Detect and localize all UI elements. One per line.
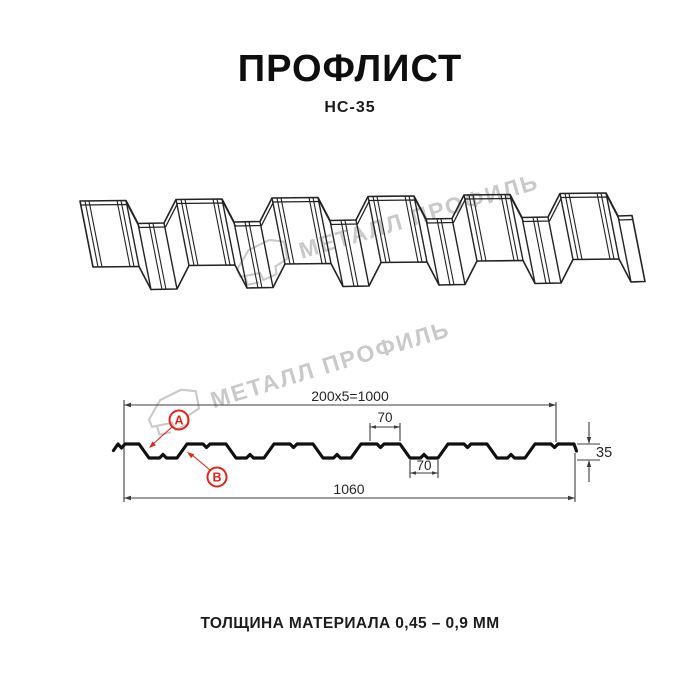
callout-b-circle xyxy=(206,466,228,488)
sheet-3d-crease-line xyxy=(463,194,478,262)
sheet-3d-groove-line xyxy=(312,197,327,264)
sheet-3d-crease-line xyxy=(413,195,428,263)
sheet-3d-groove-line xyxy=(184,199,199,266)
sheet-3d-groove-line xyxy=(404,195,419,263)
dim-rib-top-width: 70 xyxy=(377,410,392,425)
sheet-3d-crease-line xyxy=(559,193,574,260)
sheet-3d-groove-line xyxy=(120,200,135,267)
profile-outline xyxy=(111,442,579,460)
callout-b-arrow xyxy=(190,453,211,471)
sheet-3d-groove-line xyxy=(600,192,615,260)
header: ПРОФЛИСТ НС-35 xyxy=(0,48,700,117)
sheet-3d-groove-line xyxy=(468,194,483,262)
sheet-3d-groove-line xyxy=(280,197,295,265)
sheet-3d-groove-line xyxy=(568,193,583,260)
sheet-3d-groove-line xyxy=(244,221,259,289)
sheet-3d-crease-line xyxy=(233,221,248,289)
sheet-3d-groove-line xyxy=(372,196,387,263)
sheet-3d-crease-line xyxy=(509,194,524,261)
dim-rib-bottom-width: 70 xyxy=(416,458,431,473)
sheet-3d-groove-line xyxy=(532,217,547,284)
arrowhead-icon xyxy=(124,402,131,408)
sheet-3d-groove-line xyxy=(212,198,227,266)
sheet-3d-crease-line xyxy=(617,215,632,283)
sheet-3d-groove-line xyxy=(376,196,391,263)
arrowhead-icon xyxy=(149,441,156,448)
dim-module-width: 200x5=1000 xyxy=(311,388,389,404)
sheet-3d-crease-line xyxy=(163,222,178,290)
sheet-3d-crease-line xyxy=(521,217,536,284)
sheet-3d-crease-line xyxy=(221,198,236,266)
sheet-3d-groove-line xyxy=(340,220,355,287)
sheet-3d-crease-line xyxy=(271,197,286,265)
dim-total-width: 1060 xyxy=(333,481,364,497)
profile-model-label: НС-35 xyxy=(324,98,376,116)
arrowhead-icon xyxy=(568,495,575,501)
sheet-3d-outline xyxy=(79,192,646,291)
callout-a-circle xyxy=(168,409,190,431)
arrowhead-icon xyxy=(586,460,592,467)
sheet-3d-groove-line xyxy=(564,193,579,260)
sheet-3d-groove-line xyxy=(408,195,423,263)
dim-profile-height: 35 xyxy=(596,445,612,461)
sheet-3d-crease-line xyxy=(605,192,620,260)
sheet-3d-crease-line xyxy=(259,221,274,288)
sheet-3d-crease-line xyxy=(329,220,344,287)
callout-a-arrow xyxy=(152,426,173,445)
sheet-3d-groove-line xyxy=(180,199,195,266)
sheet-3d-crease-line xyxy=(425,218,440,286)
cross-section-drawing: 200x5=1000 70 70 35 1060 А xyxy=(111,388,612,502)
sheet-3d-groove-line xyxy=(248,221,263,289)
sheet-3d-crease-line xyxy=(367,196,382,263)
sheet-3d-groove-line xyxy=(216,198,231,266)
sheet-3d-crease-line xyxy=(317,197,332,264)
arrowhead-icon xyxy=(586,437,592,444)
sheet-3d-crease-line xyxy=(125,200,140,267)
arrowhead-icon xyxy=(187,452,195,459)
sheet-3d-groove-line xyxy=(536,217,551,284)
sheet-3d-crease-line xyxy=(175,199,190,266)
arrowhead-icon xyxy=(410,471,416,475)
sheet-3d-crease-line xyxy=(137,223,152,290)
sheet-3d-crease-line xyxy=(451,218,466,285)
arrowhead-icon xyxy=(394,425,400,429)
sheet-3d-groove-line xyxy=(116,200,131,267)
arrowhead-icon xyxy=(124,495,131,501)
sheet-3d-groove-line xyxy=(308,197,323,264)
sheet-3d-groove-line xyxy=(436,218,451,286)
sheet-3d-groove-line xyxy=(152,223,167,290)
callout-b-label: В xyxy=(212,471,221,485)
arrowhead-icon xyxy=(432,471,438,475)
sheet-3d-groove-line xyxy=(148,223,163,290)
page-title: ПРОФЛИСТ xyxy=(237,48,463,90)
sheet-3d-groove-line xyxy=(596,192,611,260)
sheet-3d-groove-line xyxy=(472,194,487,262)
thickness-note: ТОЛЩИНА МАТЕРИАЛА 0,45 – 0,9 ММ xyxy=(200,615,500,632)
sheet-3d-crease-line xyxy=(355,219,370,287)
arrowhead-icon xyxy=(549,402,556,408)
sheet-3d-groove-line xyxy=(440,218,455,286)
sheet-3d-groove-line xyxy=(88,200,103,268)
sheet-3d-groove-line xyxy=(344,220,359,287)
sheet-3d-thickness-line xyxy=(81,196,634,229)
sheet-3d-groove-line xyxy=(500,194,515,261)
sheet-3d-drawing xyxy=(79,192,646,291)
sheet-3d-faces xyxy=(80,193,645,290)
callout-a-label: А xyxy=(174,414,183,428)
sheet-3d-crease-line xyxy=(547,216,562,284)
sheet-3d-groove-line xyxy=(504,194,519,261)
arrowhead-icon xyxy=(370,425,376,429)
sheet-3d-drawing-fill xyxy=(80,193,645,290)
sheet-3d-groove-line xyxy=(276,197,291,265)
sheet-3d-groove-line xyxy=(84,200,99,268)
